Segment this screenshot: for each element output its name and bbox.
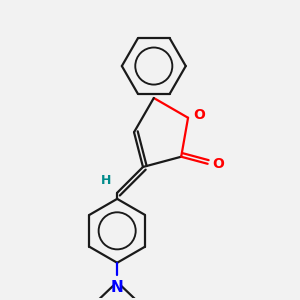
- Text: O: O: [194, 109, 205, 122]
- Text: O: O: [212, 157, 224, 171]
- Text: N: N: [111, 280, 124, 295]
- Text: H: H: [101, 174, 111, 187]
